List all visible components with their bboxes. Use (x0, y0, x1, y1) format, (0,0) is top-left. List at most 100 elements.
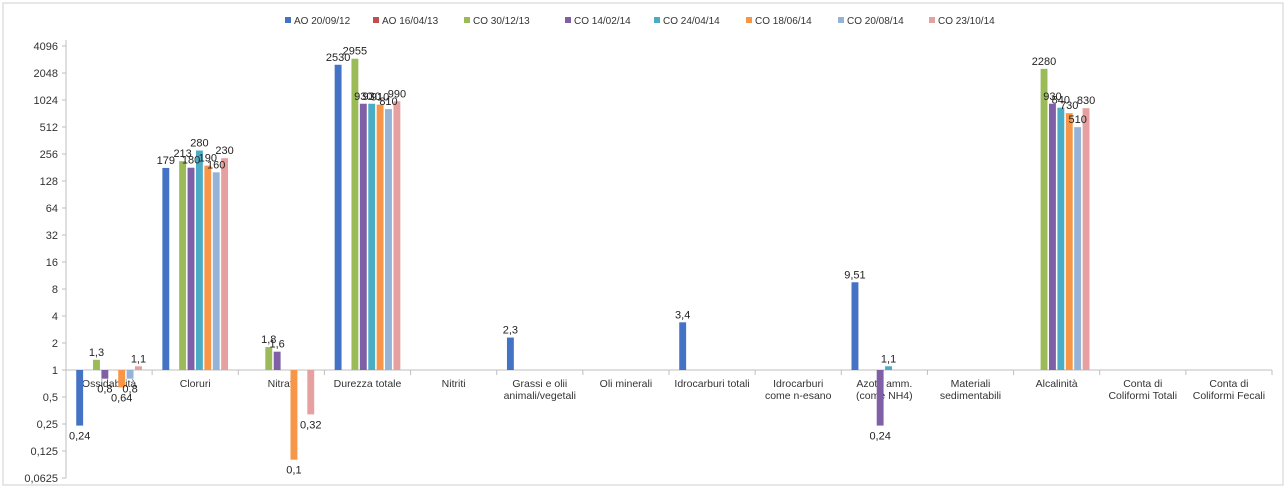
data-label: 730 (1060, 100, 1078, 112)
x-category-label-line: sedimentabili (940, 390, 1001, 402)
bar (212, 172, 220, 370)
data-label: 0,64 (111, 392, 132, 404)
x-category-label: Alcalinità (1036, 378, 1078, 390)
legend-label: CO 18/06/14 (755, 16, 812, 27)
data-label: 830 (1077, 95, 1095, 107)
data-label: 9,51 (844, 269, 865, 281)
y-tick-label: 2 (52, 338, 58, 350)
bar (368, 103, 376, 370)
legend-swatch (746, 17, 752, 23)
bar (506, 337, 514, 370)
y-tick-label: 4 (52, 311, 58, 323)
x-category-label-line: Conta di (1209, 378, 1248, 390)
x-category-label-line: Azoto amm. (856, 378, 912, 390)
data-label: 930 (354, 91, 372, 103)
x-category-label-line: animali/vegetali (504, 390, 576, 402)
bar (307, 370, 315, 415)
bar (179, 161, 187, 370)
bar (1057, 107, 1065, 370)
data-label: 910 (371, 92, 389, 104)
y-tick-label: 0,5 (43, 392, 58, 404)
data-label: 213 (173, 148, 191, 160)
y-tick-label: 0,25 (37, 419, 58, 431)
legend-swatch (373, 17, 379, 23)
bar (351, 58, 359, 370)
bar (385, 109, 392, 370)
bar (1074, 127, 1082, 371)
y-tick-label: 0,0625 (24, 473, 58, 485)
data-label: 0,24 (69, 431, 90, 443)
bar (679, 322, 687, 370)
bar (162, 167, 170, 370)
x-category-label: Nitrati (268, 378, 295, 390)
data-label: 0,24 (869, 431, 890, 443)
x-category-label-line: (come NH4) (856, 390, 913, 402)
y-axis: 4096 2048 1024 512 256 128 64 32 16 8 4 2 1 0,5 0,25 0,… (24, 40, 67, 485)
legend-swatch (929, 17, 935, 23)
legend-label: AO 16/04/13 (382, 16, 439, 27)
x-category-label: Conta di Coliformi Totali (1108, 378, 1177, 402)
bar (265, 347, 273, 370)
bar (101, 370, 109, 379)
data-label: 2530 (326, 52, 350, 64)
bar (376, 104, 384, 370)
bar (221, 158, 229, 370)
data-label: 180 (182, 155, 200, 167)
bar (851, 282, 859, 370)
data-label: 160 (207, 159, 225, 171)
x-category-label: Durezza totale (334, 378, 402, 390)
x-category-label: Cloruri (180, 378, 211, 390)
legend-label: CO 24/04/14 (663, 16, 720, 27)
x-category-label-line: Idrocarburi totali (674, 378, 749, 390)
x-category-label: Grassi e olii animali/vegetali (504, 378, 576, 402)
data-label: 0,1 (286, 465, 301, 477)
bar (885, 366, 892, 370)
bar (273, 351, 281, 370)
x-category-label: Materiali sedimentabili (940, 378, 1001, 402)
data-label: 0,32 (300, 419, 321, 431)
y-tick-label: 256 (40, 149, 58, 161)
data-label: 1,3 (89, 347, 104, 359)
bar (1065, 113, 1073, 371)
legend-label: CO 30/12/13 (473, 16, 530, 27)
x-axis: Ossidabilità Cloruri Nitrati Durezza totale… (65, 369, 1273, 402)
y-tick-label: 8 (52, 284, 58, 296)
x-category-label-line: Coliformi Fecali (1193, 390, 1265, 402)
bar (76, 370, 84, 426)
bar (334, 64, 342, 371)
bar (290, 370, 298, 460)
x-category-label-line: Grassi e olii (512, 378, 567, 390)
legend-label: AO 20/09/12 (294, 16, 351, 27)
y-tick-label: 512 (40, 122, 58, 134)
data-label: 930 (363, 91, 381, 103)
data-label: 280 (190, 138, 208, 150)
x-category-label-line: Conta di (1123, 378, 1162, 390)
data-label: 190 (199, 153, 217, 165)
legend-label: CO 20/08/14 (847, 16, 904, 27)
legend-swatch (654, 17, 660, 23)
bar (1049, 103, 1056, 370)
x-category-label-line: Idrocarburi (773, 378, 823, 390)
bar (135, 366, 142, 370)
legend: AO 20/09/12 AO 16/04/13 CO 30/12/13 CO 14/0… (285, 16, 995, 27)
x-category-label-line: Alcalinità (1036, 378, 1078, 390)
legend-swatch (565, 17, 571, 23)
y-tick-label: 32 (46, 230, 58, 242)
x-category-label-line: come n-esano (765, 390, 832, 402)
bar (126, 370, 134, 379)
data-label: 990 (388, 88, 406, 100)
bar (195, 150, 203, 370)
x-category-label-line: Nitrati (268, 378, 295, 390)
y-tick-label: 16 (46, 257, 58, 269)
data-label: 1,1 (881, 353, 896, 365)
y-tick-label: 64 (46, 203, 58, 215)
data-label: 0,8 (122, 384, 137, 396)
y-tick-label: 0,125 (30, 446, 58, 458)
data-label: 0,8 (97, 384, 112, 396)
bar (359, 103, 367, 370)
bar (876, 370, 884, 426)
legend-swatch (285, 17, 291, 23)
x-category-label: Oli minerali (600, 378, 653, 390)
